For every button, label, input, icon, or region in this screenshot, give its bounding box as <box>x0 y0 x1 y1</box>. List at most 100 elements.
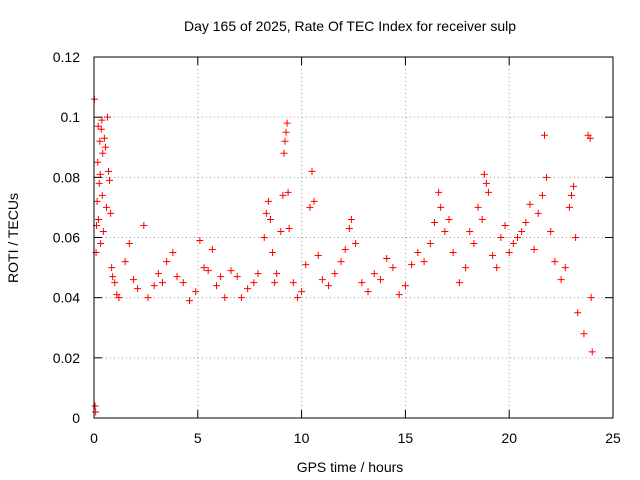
x-tick-label: 5 <box>194 430 202 446</box>
x-tick-label: 25 <box>605 430 621 446</box>
data-point <box>306 203 314 211</box>
data-points <box>90 95 596 416</box>
data-point <box>233 273 241 281</box>
data-point <box>543 173 551 181</box>
data-point <box>445 215 453 223</box>
data-point <box>474 203 482 211</box>
data-point <box>96 170 104 178</box>
data-point <box>293 294 301 302</box>
data-point <box>273 270 281 278</box>
data-point <box>260 234 268 241</box>
data-point <box>501 221 509 229</box>
data-point <box>115 294 123 302</box>
data-point <box>221 294 229 302</box>
data-point <box>430 218 438 226</box>
data-point <box>325 282 333 290</box>
data-point <box>269 249 277 257</box>
y-tick-label: 0.06 <box>53 230 80 246</box>
grid-lines <box>94 57 613 418</box>
data-point <box>482 179 490 187</box>
data-point <box>92 408 100 416</box>
data-point <box>370 270 378 278</box>
data-point <box>254 270 262 278</box>
data-point <box>331 270 339 278</box>
data-point <box>383 255 391 263</box>
data-point <box>250 279 258 287</box>
data-point <box>154 270 162 278</box>
data-point <box>470 240 478 248</box>
data-point <box>570 182 578 190</box>
data-point <box>94 122 102 130</box>
data-point <box>266 215 274 223</box>
data-point <box>538 191 546 199</box>
data-point <box>466 227 474 235</box>
data-point <box>100 134 108 142</box>
data-point <box>204 267 212 275</box>
x-tick-label: 15 <box>398 430 414 446</box>
data-point <box>173 273 181 281</box>
data-point <box>530 246 538 254</box>
data-point <box>389 264 397 272</box>
data-point <box>163 258 171 266</box>
data-point <box>455 279 463 287</box>
data-point <box>98 116 106 124</box>
data-point <box>408 261 416 269</box>
data-point <box>281 137 289 145</box>
data-point <box>574 309 582 317</box>
y-tick-label: 0.12 <box>53 49 80 65</box>
data-point <box>179 279 187 287</box>
data-point <box>285 224 293 232</box>
data-point <box>420 258 428 266</box>
data-point <box>401 282 409 290</box>
data-point <box>102 203 110 211</box>
data-point <box>262 209 270 217</box>
data-point <box>108 264 116 272</box>
data-point <box>310 197 318 205</box>
data-point <box>478 215 486 223</box>
data-point <box>283 119 291 127</box>
y-tick-label: 0.08 <box>53 169 80 185</box>
data-point <box>95 215 103 223</box>
data-point <box>284 188 292 196</box>
data-point <box>271 279 279 287</box>
axis-ticks: 0 0.02 0.04 0.06 0.08 0.1 0.12 0 5 10 15 20 25 <box>53 49 621 446</box>
y-tick-label: 0.04 <box>53 290 80 306</box>
data-point <box>93 197 101 205</box>
y-axis-title: ROTI / TECUs <box>5 193 21 283</box>
data-point <box>106 176 114 184</box>
data-point <box>237 294 245 302</box>
data-point <box>289 279 297 287</box>
data-point <box>484 188 492 196</box>
data-point <box>121 258 129 266</box>
data-point <box>586 134 594 142</box>
x-tick-label: 20 <box>501 430 517 446</box>
data-point <box>509 240 517 248</box>
data-point <box>308 167 316 175</box>
data-point <box>395 291 403 299</box>
data-point <box>534 209 542 217</box>
data-point <box>159 279 167 287</box>
y-tick-label: 0.02 <box>53 350 80 366</box>
data-point <box>364 288 372 296</box>
data-point <box>212 282 220 290</box>
x-axis-title: GPS time / hours <box>297 459 404 475</box>
data-point <box>441 227 449 235</box>
data-point <box>134 285 142 293</box>
data-point <box>449 249 457 257</box>
data-point <box>217 273 225 281</box>
data-point <box>565 203 573 211</box>
data-point <box>95 179 103 187</box>
data-point <box>109 273 117 281</box>
data-point <box>96 137 104 145</box>
data-point <box>435 188 443 196</box>
data-point <box>376 276 384 284</box>
data-point <box>480 170 488 178</box>
data-point <box>557 276 565 284</box>
data-point <box>264 197 272 205</box>
data-point <box>547 227 555 235</box>
data-point <box>514 234 522 241</box>
data-point <box>437 203 445 211</box>
data-point <box>462 264 470 272</box>
